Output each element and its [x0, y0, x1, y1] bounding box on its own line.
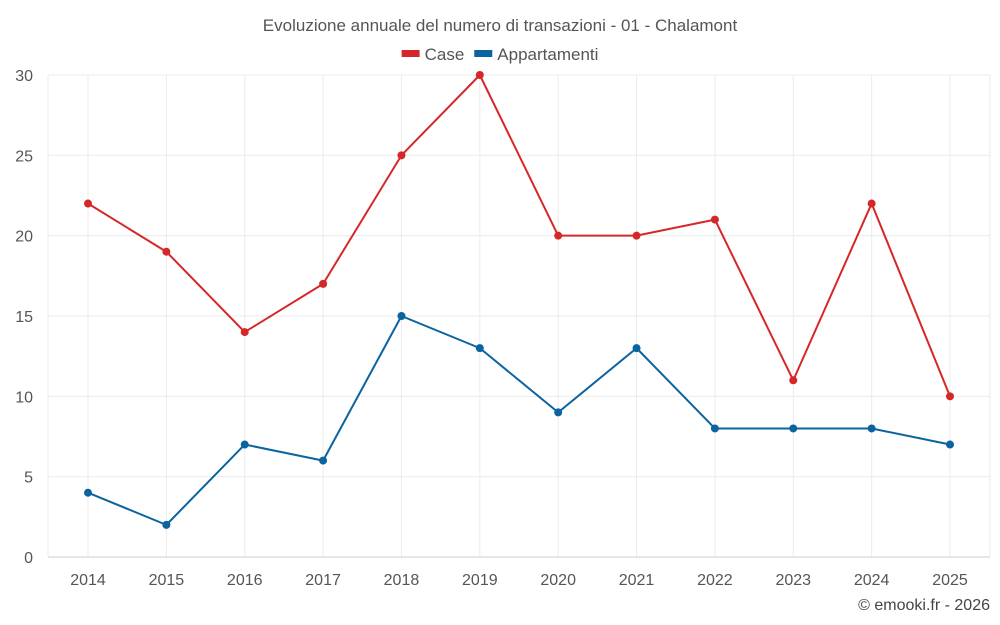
- data-point-appartamenti[interactable]: [789, 424, 798, 433]
- data-point-appartamenti[interactable]: [240, 440, 249, 449]
- data-point-appartamenti[interactable]: [162, 520, 171, 529]
- data-point-case[interactable]: [162, 247, 171, 256]
- x-tick-label: 2015: [149, 572, 185, 589]
- y-tick-label: 20: [15, 229, 33, 246]
- x-tick-label: 2020: [540, 572, 576, 589]
- data-point-appartamenti[interactable]: [84, 488, 92, 497]
- x-tick-label: 2024: [854, 572, 890, 589]
- legend-label: Appartamenti: [497, 45, 598, 64]
- data-point-case[interactable]: [554, 231, 563, 240]
- data-point-appartamenti[interactable]: [554, 408, 563, 417]
- legend-swatch: [474, 50, 493, 57]
- series-case: [84, 71, 954, 401]
- chart-title: Evoluzione annuale del numero di transaz…: [263, 16, 738, 35]
- x-tick-label: 2016: [227, 572, 263, 589]
- y-tick-label: 5: [24, 470, 33, 487]
- credit-text: © emooki.fr - 2026: [858, 597, 990, 614]
- series-line-case: [87, 74, 951, 397]
- data-point-case[interactable]: [789, 376, 798, 385]
- legend-swatch: [401, 50, 420, 57]
- data-point-appartamenti[interactable]: [475, 344, 484, 353]
- chart-legend: Case Appartamenti: [401, 45, 598, 64]
- legend-item-appartamenti[interactable]: Appartamenti: [474, 45, 598, 64]
- data-point-case[interactable]: [475, 71, 484, 79]
- x-tick-label: 2023: [775, 572, 811, 589]
- legend-label: Case: [425, 45, 465, 64]
- data-point-case[interactable]: [240, 328, 249, 337]
- x-tick-label: 2018: [384, 572, 420, 589]
- series-group: [84, 71, 954, 529]
- y-tick-label: 25: [15, 148, 33, 165]
- data-point-appartamenti[interactable]: [397, 312, 406, 320]
- data-point-case[interactable]: [946, 392, 954, 401]
- y-tick-label: 0: [24, 550, 33, 567]
- x-tick-label: 2019: [462, 572, 498, 589]
- data-point-case[interactable]: [710, 215, 719, 224]
- x-tick-label: 2022: [697, 572, 733, 589]
- x-tick-label: 2014: [70, 572, 106, 589]
- data-point-case[interactable]: [319, 279, 328, 288]
- legend-item-case[interactable]: Case: [401, 45, 465, 64]
- data-point-case[interactable]: [84, 199, 92, 208]
- data-point-case[interactable]: [632, 231, 641, 240]
- series-line-appartamenti: [87, 315, 951, 526]
- y-tick-label: 15: [15, 309, 33, 326]
- y-tick-label: 30: [15, 68, 33, 85]
- data-point-appartamenti[interactable]: [319, 456, 328, 465]
- data-point-appartamenti[interactable]: [632, 344, 641, 353]
- data-point-case[interactable]: [867, 199, 876, 208]
- series-appartamenti: [84, 312, 954, 529]
- x-tick-label: 2021: [619, 572, 655, 589]
- data-point-appartamenti[interactable]: [710, 424, 719, 433]
- x-axis-ticks: 2014 2015 2016 2017 2018 2019 2020 2021 2022 2023…: [70, 572, 968, 589]
- y-axis-ticks: 0 5 10 15 20 25 30: [15, 68, 33, 567]
- x-tick-label: 2025: [932, 572, 968, 589]
- y-tick-label: 10: [15, 389, 33, 406]
- data-point-appartamenti[interactable]: [946, 440, 954, 449]
- x-tick-label: 2017: [305, 572, 341, 589]
- data-point-appartamenti[interactable]: [867, 424, 876, 433]
- data-point-case[interactable]: [397, 151, 406, 160]
